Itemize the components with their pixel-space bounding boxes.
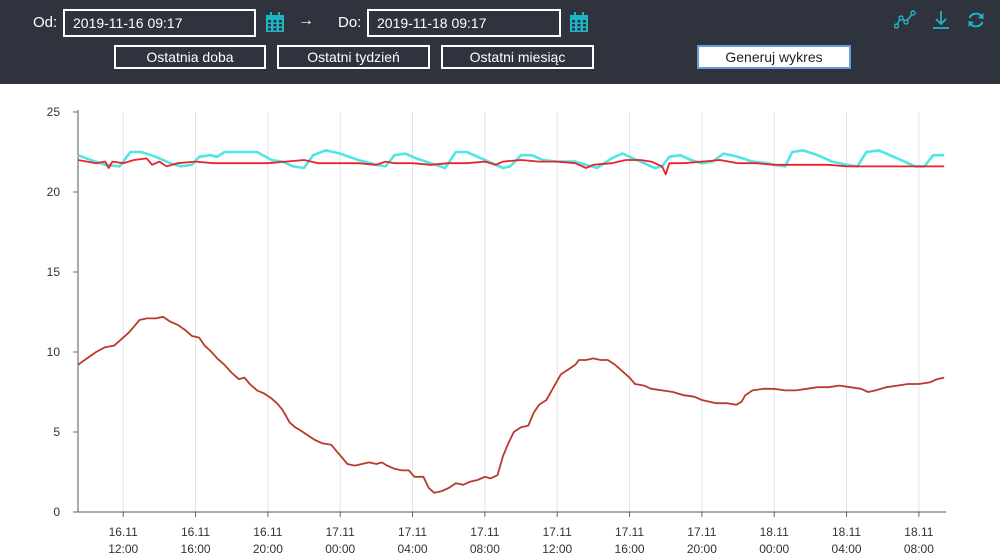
x-tick-label: 16:00 [181, 542, 211, 556]
x-tick-label: 16.11 [253, 525, 282, 539]
range-arrow: → [298, 12, 314, 29]
x-tick-label: 00:00 [759, 542, 789, 556]
x-tick-label: 18.11 [904, 525, 933, 539]
x-tick-label: 08:00 [904, 542, 934, 556]
x-tick-label: 00:00 [325, 542, 355, 556]
y-tick-label: 0 [53, 505, 60, 519]
x-tick-label: 16.11 [181, 525, 210, 539]
x-tick-label: 17.11 [687, 525, 716, 539]
x-tick-label: 16:00 [615, 542, 645, 556]
series-line-3 [77, 315, 945, 494]
from-label: Od: [33, 14, 58, 31]
y-tick-label: 20 [47, 185, 61, 199]
x-tick-label: 17.11 [398, 525, 427, 539]
x-tick-label: 12:00 [108, 542, 138, 556]
x-tick-label: 17.11 [326, 525, 355, 539]
x-tick-label: 17.11 [543, 525, 572, 539]
download-icon[interactable] [930, 9, 952, 31]
x-tick-label: 12:00 [542, 542, 572, 556]
last-month-button[interactable]: Ostatni miesiąc [441, 45, 594, 69]
generate-chart-button[interactable]: Generuj wykres [697, 45, 851, 69]
x-tick-label: 04:00 [398, 542, 428, 556]
x-tick-label: 16.11 [109, 525, 138, 539]
x-tick-label: 17.11 [470, 525, 499, 539]
y-tick-label: 5 [53, 425, 60, 439]
last-week-button[interactable]: Ostatni tydzień [277, 45, 430, 69]
x-tick-label: 17.11 [615, 525, 644, 539]
temperature-line-chart: 16.11 12:00 16.11 16:00 16.11 20:00 17.11 00:00… [47, 105, 946, 556]
y-tick-label: 10 [47, 345, 61, 359]
last-day-button[interactable]: Ostatnia doba [114, 45, 266, 69]
toolbar: Od: 2019-11-16 09:17 → Do: 2019-11-18 09… [0, 0, 1000, 84]
to-date-input[interactable]: 2019-11-18 09:17 [367, 9, 561, 37]
series-line-1 [77, 149, 945, 170]
refresh-icon[interactable] [965, 9, 987, 31]
to-label: Do: [338, 14, 362, 31]
calendar-icon[interactable] [569, 11, 589, 33]
x-tick-label: 20:00 [687, 542, 717, 556]
x-tick-label: 08:00 [470, 542, 500, 556]
x-tick-label: 18.11 [760, 525, 789, 539]
calendar-icon[interactable] [265, 11, 285, 33]
y-tick-label: 25 [47, 105, 61, 119]
x-tick-label: 20:00 [253, 542, 283, 556]
line-chart-icon[interactable] [894, 9, 916, 31]
x-tick-label: 18.11 [832, 525, 861, 539]
x-tick-label: 04:00 [832, 542, 862, 556]
series-line-2 [77, 157, 945, 176]
from-date-input[interactable]: 2019-11-16 09:17 [63, 9, 256, 37]
y-tick-label: 15 [47, 265, 61, 279]
